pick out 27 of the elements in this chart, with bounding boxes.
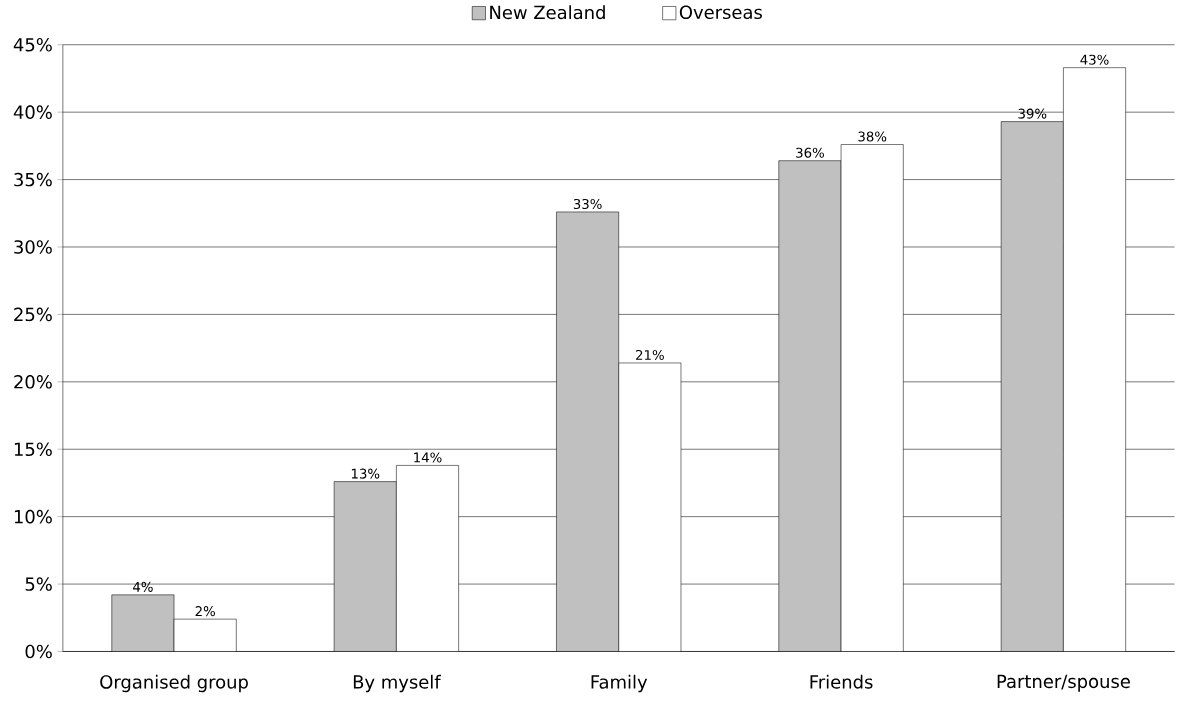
data-label: 33%	[573, 198, 602, 209]
data-label: 2%	[195, 605, 215, 617]
legend-label: New Zealand	[490, 5, 605, 20]
x-tick-label: Family	[591, 674, 648, 693]
data-label: 43%	[1080, 54, 1109, 65]
y-tick-label: 45%	[13, 37, 52, 52]
data-label: 4%	[133, 581, 153, 592]
x-tick-label: By myself	[353, 674, 441, 693]
x-tick-label: Organised group	[100, 674, 248, 693]
data-label: 36%	[796, 147, 824, 158]
y-tick-label: 10%	[14, 509, 52, 524]
y-tick-label: 25%	[14, 307, 52, 322]
y-tick-label: 30%	[14, 240, 52, 254]
y-tick-label: 15%	[14, 442, 52, 456]
data-label: 38%	[858, 131, 887, 142]
data-label: 39%	[1018, 108, 1047, 119]
legend-label: Overseas	[679, 5, 762, 19]
y-tick-label: 5%	[25, 577, 52, 591]
y-tick-label: 40%	[13, 105, 52, 119]
data-label: 21%	[636, 349, 664, 360]
y-tick-label: 20%	[14, 374, 52, 389]
y-tick-label: 0%	[25, 644, 52, 659]
data-label: 13%	[351, 468, 380, 479]
y-tick-label: 35%	[14, 172, 52, 187]
x-tick-label: Friends	[810, 674, 873, 689]
data-label: 14%	[414, 452, 442, 463]
x-tick-label: Partner/spouse	[997, 674, 1130, 692]
